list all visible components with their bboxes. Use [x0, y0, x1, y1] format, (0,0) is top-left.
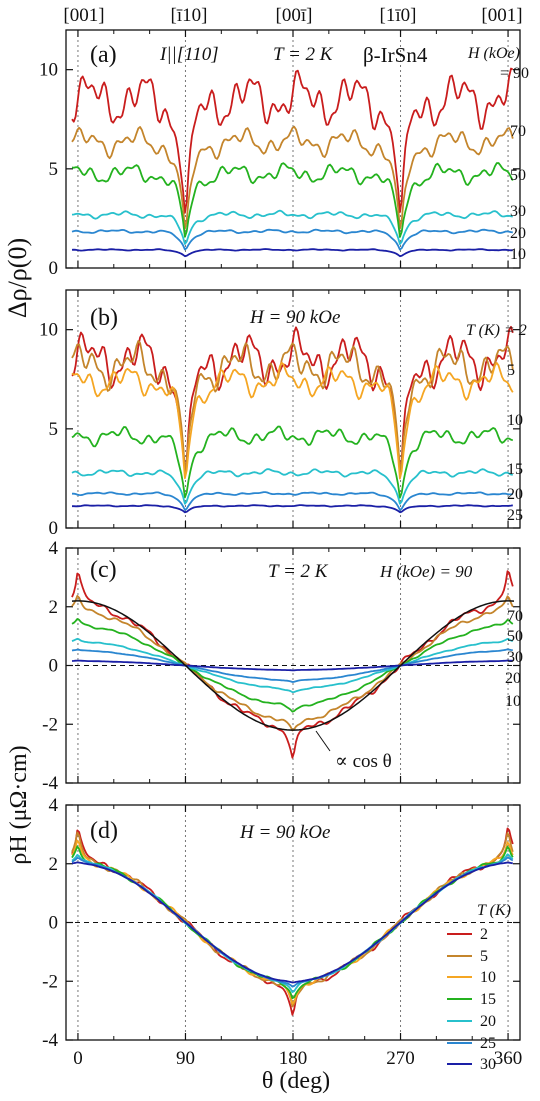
y-tick-label: 2: [49, 597, 59, 618]
x-tick-label: 0: [73, 1048, 83, 1069]
x-tick-label: 270: [386, 1048, 415, 1069]
series-line-20: [71, 853, 514, 993]
series-label-70: 70: [507, 608, 523, 625]
y-tick-label: 0: [49, 518, 59, 539]
xlabel: θ (deg): [262, 1068, 330, 1094]
top-tick-label-180: [00ī]: [276, 5, 313, 26]
top-tick-label-270: [1ī0]: [380, 5, 417, 26]
panel-a-temperature-label: T = 2 K: [273, 44, 334, 65]
panel-a-label: (a): [90, 42, 117, 68]
y-tick-label: 0: [49, 913, 59, 934]
legend-label-15: 15: [480, 991, 496, 1008]
legend-label-30: 30: [480, 1056, 496, 1073]
y-tick-label: 10: [39, 60, 58, 81]
series-line-20: [71, 468, 513, 505]
ylabel-top: Δρ/ρ(0): [3, 238, 32, 318]
series-line-10: [71, 361, 514, 480]
x-tick-label: 180: [279, 1048, 308, 1069]
series-line-90: [71, 67, 514, 214]
panel-b-annotations: (b) H = 90 kOe T (K) = 2: [90, 305, 527, 339]
panel-c-temperature-label: T = 2 K: [268, 561, 329, 582]
series-label-5: 5: [507, 362, 515, 379]
panel-c-label: (c): [90, 557, 117, 583]
y-tick-label: -4: [42, 773, 58, 794]
y-tick-label: 0: [49, 258, 59, 279]
panel-b-field-label: H = 90 kOe: [249, 307, 340, 328]
series-line-5: [71, 340, 514, 473]
y-tick-label: 10: [39, 320, 58, 341]
series-label-25: 25: [507, 507, 523, 524]
panel-a-series-header: H (kOe): [467, 45, 520, 62]
series-line-20: [71, 228, 513, 251]
series-line-25: [72, 491, 513, 511]
legend-label-2: 2: [480, 926, 488, 943]
series-line-15: [71, 425, 514, 499]
panel-a-current-label: I||[110]: [159, 44, 219, 65]
cos-fit-line: [71, 600, 515, 731]
series-label-30: 30: [507, 649, 523, 666]
series-label-20: 20: [507, 486, 523, 503]
series-label-30: 30: [510, 203, 526, 220]
series-label-10: 10: [510, 246, 526, 263]
panel-c-fit-pointer: [315, 730, 331, 752]
y-tick-label: 5: [49, 419, 59, 440]
panel-c-fit-label: ∝ cos θ: [335, 751, 392, 772]
series-label-20: 20: [510, 225, 526, 242]
panel-c-series-header: H (kOe) = 90: [379, 562, 473, 581]
series-line-50: [71, 618, 514, 713]
legend-label-25: 25: [480, 1035, 496, 1052]
x-tick-label: 360: [494, 1048, 523, 1069]
panel-d-annotations: (d) H = 90 kOe T (K): [90, 818, 511, 919]
y-tick-label: 4: [49, 795, 59, 816]
panel-a-material-label: β-IrSn4: [363, 43, 428, 67]
top-tick-label-0: [001]: [63, 5, 104, 26]
series-line-30: [71, 637, 514, 693]
panel-a-annotations: (a) I||[110] T = 2 K β-IrSn4 H (kOe) = 9…: [90, 42, 529, 82]
x-tick-label: 90: [176, 1048, 195, 1069]
panel-d-label: (d): [90, 818, 118, 844]
legend-label-10: 10: [480, 969, 496, 986]
panel-a-series-first-prefix: = 90: [500, 65, 529, 82]
series-line-70: [71, 125, 514, 230]
series-label-15: 15: [507, 461, 523, 478]
top-tick-label-360: [001]: [481, 5, 522, 26]
y-tick-label: -2: [42, 971, 58, 992]
series-label-10: 10: [507, 412, 523, 429]
top-direction-labels: [001] [ī10] [00ī] [1ī0] [001]: [63, 5, 522, 26]
series-line-2: [71, 325, 514, 473]
series-line-20: [71, 648, 513, 683]
y-tick-label: 2: [49, 854, 59, 875]
panel-b: 0 5 10 5 10 15 20 25: [39, 289, 523, 539]
series-label-10: 10: [505, 693, 521, 710]
y-tick-label: -2: [42, 714, 58, 735]
series-line-10: [71, 248, 513, 258]
panel-d-field-label: H = 90 kOe: [239, 822, 330, 843]
series-line-5: [71, 831, 514, 1008]
legend-label-20: 20: [480, 1013, 496, 1030]
legend-label-5: 5: [480, 948, 488, 965]
panel-a: 0 5 10 70 50 30 20 10: [39, 29, 526, 279]
series-line-30: [71, 861, 513, 984]
y-tick-label: 0: [49, 656, 59, 677]
panel-c: -4 -2 0 2 4 70 50 30 20 10: [42, 538, 523, 794]
series-label-50: 50: [510, 167, 526, 184]
series-label-70: 70: [510, 123, 526, 140]
series-line-10: [71, 659, 513, 672]
top-tick-label-90: [ī10]: [171, 5, 208, 26]
y-tick-label: 5: [49, 159, 59, 180]
series-line-50: [71, 162, 514, 238]
panel-b-label: (b): [90, 305, 118, 331]
series-line-30: [71, 209, 513, 246]
series-label-20: 20: [505, 670, 521, 687]
ylabel-bottom: ρH (μΩ·cm): [6, 745, 32, 864]
panel-b-series-header: T (K) = 2: [466, 322, 527, 339]
y-tick-label: -4: [42, 1030, 58, 1051]
series-label-50: 50: [507, 628, 523, 645]
series-line-30: [72, 504, 513, 514]
panel-c-annotations: (c) T = 2 K H (kOe) = 90 ∝ cos θ: [90, 557, 473, 772]
y-tick-label: 4: [49, 538, 59, 559]
panel-d-legend-title: T (K): [477, 902, 511, 919]
